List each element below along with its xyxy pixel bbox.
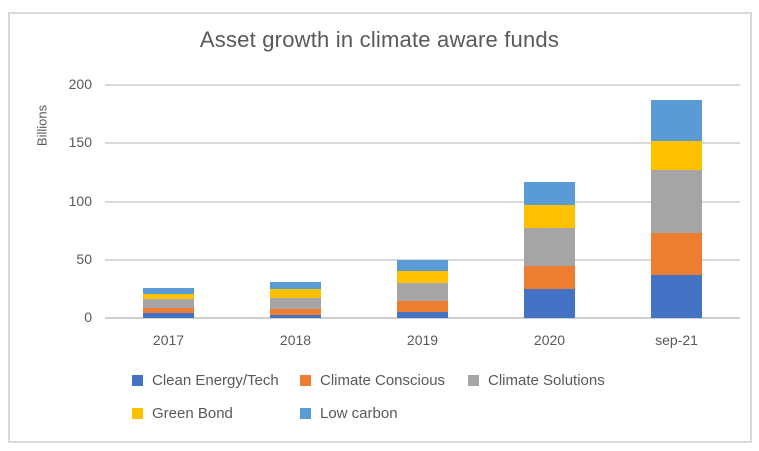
segment-green-bond [270, 288, 321, 299]
segment-climate-solutions [651, 170, 702, 233]
legend-label: Low carbon [320, 404, 398, 422]
legend-swatch-icon [468, 374, 479, 386]
segment-climate-conscious [651, 232, 702, 275]
bar-sep-21 [651, 85, 702, 318]
y-tick-label: 100 [68, 192, 92, 209]
segment-climate-conscious [143, 307, 194, 314]
legend-label: Clean Energy/Tech [152, 371, 279, 389]
bar-2020 [524, 85, 575, 318]
segment-green-bond [651, 140, 702, 171]
x-axis-line [105, 317, 740, 319]
segment-clean-energy-tech [270, 314, 321, 318]
legend-swatch-icon [132, 374, 143, 386]
x-tick-label: 2020 [533, 332, 566, 348]
x-tick-label: sep-21 [655, 332, 698, 348]
y-tick-label: 200 [68, 76, 92, 92]
segment-climate-solutions [143, 299, 194, 308]
segment-green-bond [397, 271, 448, 284]
segment-climate-conscious [270, 308, 321, 315]
y-tick-label: 50 [76, 250, 92, 267]
legend-item-climate-conscious: Climate Conscious [300, 370, 468, 390]
y-tick-label: 150 [68, 134, 92, 151]
legend-swatch-icon [132, 407, 143, 419]
chart-title: Asset growth in climate aware funds [199, 27, 560, 52]
segment-clean-energy-tech [143, 313, 194, 318]
bar-2019 [397, 85, 448, 318]
bar-2018 [270, 85, 321, 318]
legend-label: Green Bond [152, 404, 233, 422]
segment-clean-energy-tech [651, 274, 702, 318]
legend-swatch-icon [300, 374, 311, 386]
x-tick-label: 2018 [279, 332, 312, 348]
segment-low-carbon [524, 181, 575, 205]
segment-climate-solutions [524, 228, 575, 266]
legend-item-clean-energy-tech: Clean Energy/Tech [132, 370, 300, 390]
legend-label: Climate Conscious [320, 371, 446, 389]
segment-low-carbon [651, 100, 702, 141]
gridline [105, 200, 740, 203]
gridline [105, 142, 740, 145]
legend: Clean Energy/Tech Climate Conscious Climat… [132, 370, 672, 423]
segment-low-carbon [397, 259, 448, 272]
segment-climate-solutions [397, 283, 448, 301]
segment-climate-solutions [270, 298, 321, 309]
legend-item-climate-solutions: Climate Solutions [468, 370, 636, 390]
segment-clean-energy-tech [524, 288, 575, 318]
legend-item-green-bond: Green Bond [132, 403, 300, 423]
segment-climate-conscious [397, 300, 448, 313]
legend-label: Climate Solutions [488, 371, 605, 389]
x-tick-label: 2017 [152, 332, 185, 348]
gridline [105, 258, 740, 261]
segment-green-bond [524, 205, 575, 229]
segment-low-carbon [270, 281, 321, 289]
gridline [105, 84, 740, 86]
bar-2017 [143, 85, 194, 318]
legend-item-low-carbon: Low carbon [300, 403, 468, 423]
segment-green-bond [143, 293, 194, 300]
segment-climate-conscious [524, 265, 575, 289]
segment-low-carbon [143, 287, 194, 294]
plot-area [105, 84, 740, 319]
x-tick-label: 2019 [406, 332, 439, 348]
segment-clean-energy-tech [397, 312, 448, 318]
legend-swatch-icon [300, 407, 311, 419]
y-tick-label: 0 [84, 309, 92, 325]
